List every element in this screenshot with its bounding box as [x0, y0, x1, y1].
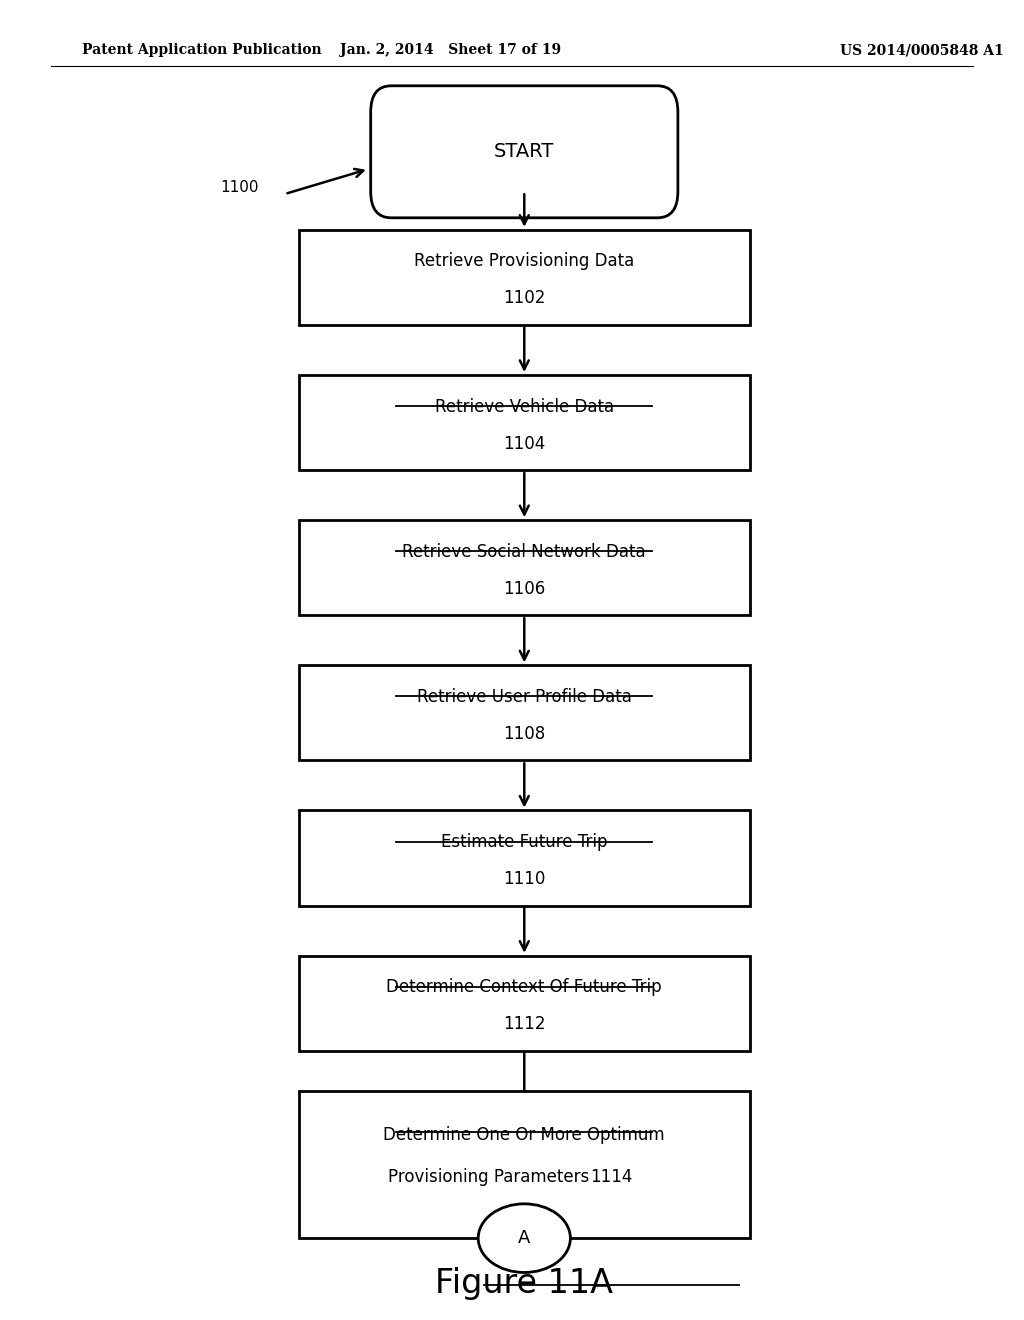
Text: US 2014/0005848 A1: US 2014/0005848 A1	[840, 44, 1004, 57]
Text: 1106: 1106	[503, 579, 546, 598]
FancyBboxPatch shape	[371, 86, 678, 218]
Text: 1108: 1108	[503, 725, 546, 743]
Text: Retrieve Vehicle Data: Retrieve Vehicle Data	[435, 397, 613, 416]
Text: Estimate Future Trip: Estimate Future Trip	[441, 833, 607, 851]
Text: 1112: 1112	[503, 1015, 546, 1034]
FancyBboxPatch shape	[299, 375, 750, 470]
FancyBboxPatch shape	[299, 520, 750, 615]
Text: START: START	[495, 143, 554, 161]
Text: Determine One Or More Optimum: Determine One Or More Optimum	[383, 1126, 666, 1144]
Text: Retrieve Social Network Data: Retrieve Social Network Data	[402, 543, 646, 561]
Text: 1110: 1110	[503, 870, 546, 888]
Text: Determine Context Of Future Trip: Determine Context Of Future Trip	[386, 978, 663, 997]
FancyBboxPatch shape	[299, 810, 750, 906]
Text: 1102: 1102	[503, 289, 546, 308]
Text: Retrieve User Profile Data: Retrieve User Profile Data	[417, 688, 632, 706]
FancyBboxPatch shape	[299, 1090, 750, 1238]
Text: Retrieve Provisioning Data: Retrieve Provisioning Data	[414, 252, 635, 271]
Text: 1114: 1114	[590, 1168, 633, 1187]
Text: 1100: 1100	[220, 180, 259, 195]
Text: Jan. 2, 2014   Sheet 17 of 19: Jan. 2, 2014 Sheet 17 of 19	[340, 44, 561, 57]
Text: Figure 11A: Figure 11A	[435, 1267, 613, 1299]
Ellipse shape	[478, 1204, 570, 1272]
Text: 1104: 1104	[503, 434, 546, 453]
Text: Patent Application Publication: Patent Application Publication	[82, 44, 322, 57]
FancyBboxPatch shape	[299, 230, 750, 325]
FancyBboxPatch shape	[299, 956, 750, 1051]
Text: Provisioning Parameters: Provisioning Parameters	[388, 1168, 589, 1187]
FancyBboxPatch shape	[299, 665, 750, 760]
Text: A: A	[518, 1229, 530, 1247]
